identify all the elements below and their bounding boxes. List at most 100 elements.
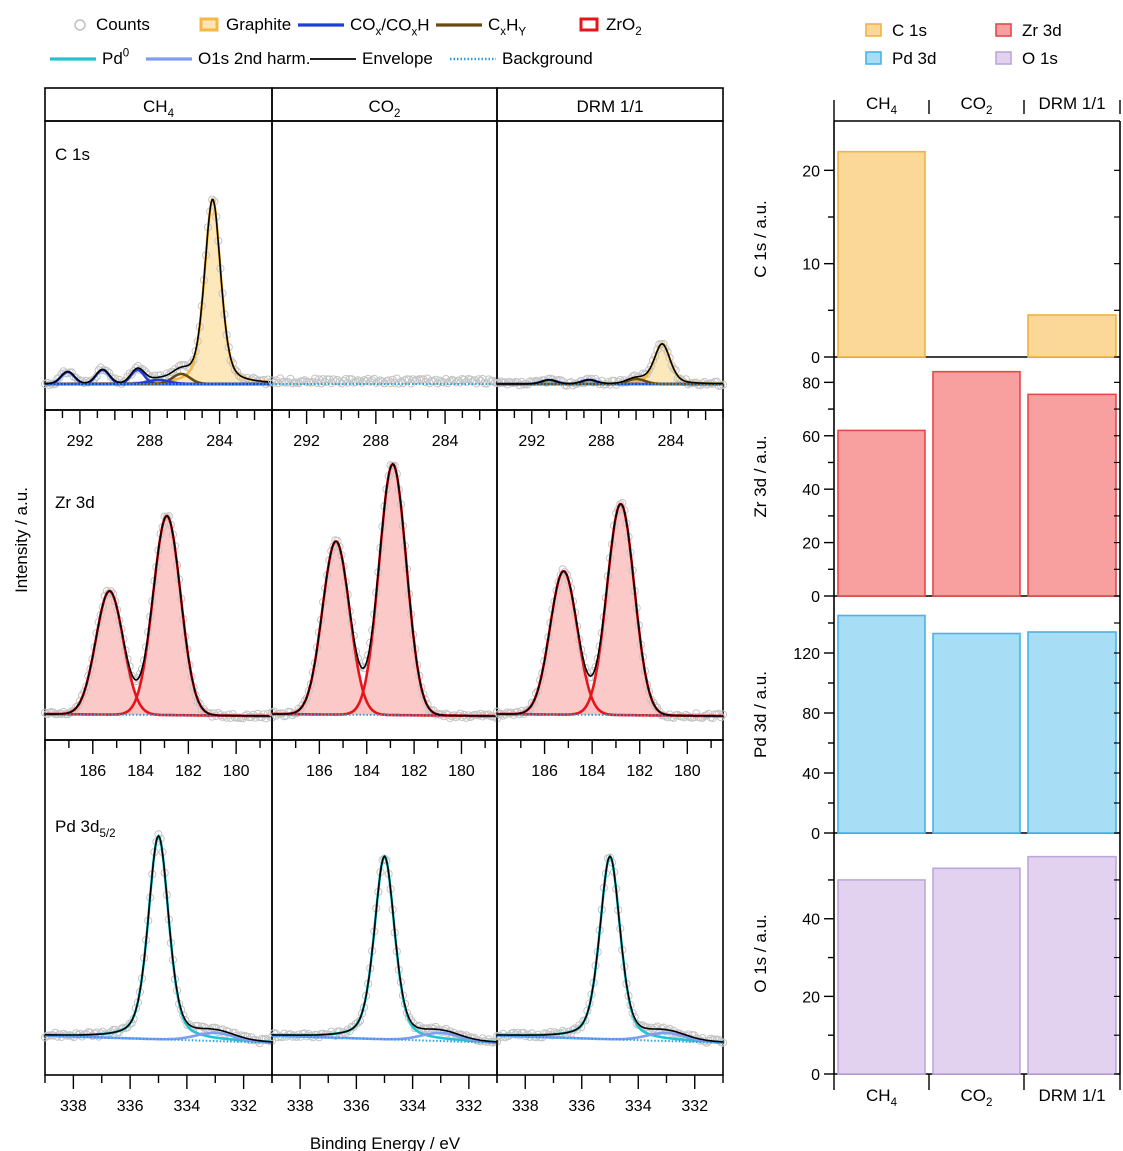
component-fill-graphite: [45, 199, 272, 384]
panel-frame: [496, 739, 724, 1076]
component-fill-zro2-3d32: [45, 591, 272, 717]
spectrum-panel-row2-ch4: 338 336 334 332: [40, 739, 277, 1115]
panel-frame: [271, 739, 498, 1076]
x-axis-ticks: 186 184 182 180: [496, 740, 712, 780]
envelope-line: [45, 198, 273, 385]
bar-y-axis-label: C 1s / a.u.: [751, 200, 770, 277]
x-tick-label: 288: [362, 433, 389, 450]
legend-swatch: [579, 17, 599, 32]
legend-counts-marker: [74, 19, 86, 31]
count-point: [193, 1021, 202, 1030]
count-point: [460, 375, 469, 384]
x-tick-label: 332: [230, 1098, 257, 1115]
x-tick-label: 334: [625, 1098, 652, 1115]
x-tick-label: 336: [343, 1098, 370, 1115]
component-line-graphite: [45, 198, 273, 385]
bar-y-tick-label: 80: [802, 375, 820, 392]
count-point: [409, 375, 418, 384]
count-point: [321, 378, 330, 387]
x-tick-label: 180: [223, 763, 250, 780]
bar-ch4: [837, 429, 926, 597]
count-point: [106, 372, 116, 381]
bar-co2: [932, 370, 1021, 597]
bar-y-tick-label: 0: [811, 1067, 820, 1084]
count-point: [98, 1027, 107, 1036]
count-point: [435, 376, 444, 385]
x-tick-label: 182: [626, 763, 653, 780]
bar-panel-3: 0 20 40 O 1s / a.u.: [751, 833, 1121, 1084]
header-label-co2: CO2: [369, 97, 401, 120]
bar-header-co2: CO2: [961, 94, 993, 117]
bar-y-tick-label: 20: [802, 536, 820, 553]
bar-legend-label: Zr 3d: [1022, 21, 1062, 40]
x-tick-label: 288: [588, 433, 615, 450]
bar-legend-item-1: Zr 3d: [995, 21, 1062, 40]
legend-label: Graphite: [226, 15, 291, 34]
bar-header-drm: DRM 1/1: [1038, 94, 1105, 113]
x-tick-label: 184: [353, 763, 380, 780]
legend-item-4: ZrO2: [579, 15, 642, 38]
x-tick-label: 184: [127, 763, 154, 780]
x-tick-label: 186: [306, 763, 333, 780]
x-axis-ticks: 292 288 284: [271, 410, 498, 450]
background-line: [497, 1034, 723, 1044]
x-tick-label: 332: [681, 1098, 708, 1115]
component-fill-graphite: [497, 343, 723, 384]
envelope-line: [45, 834, 273, 1043]
bar-legend-label: O 1s: [1022, 49, 1058, 68]
count-point: [474, 375, 483, 384]
spectrum-panel-row1-ch4: 186 184 182 180: [40, 409, 277, 780]
header-label-drm: DRM 1/1: [576, 97, 643, 116]
panel-frame: [44, 120, 273, 411]
component-line-pd0: [497, 854, 724, 1044]
x-tick-label: 186: [531, 763, 558, 780]
x-tick-label: 334: [174, 1098, 201, 1115]
envelope-line: [497, 855, 724, 1043]
x-axis-ticks: 338 336 334 332: [44, 1075, 273, 1115]
x-tick-label: 334: [399, 1098, 426, 1115]
bar-y-tick-label: 40: [802, 482, 820, 499]
legend-label: Pd0: [102, 47, 129, 68]
bar-y-tick-label: 60: [802, 429, 820, 446]
count-point: [269, 378, 279, 387]
x-tick-label: 182: [175, 763, 202, 780]
bar-co2: [932, 867, 1021, 1075]
count-point: [718, 710, 728, 719]
x-tick-label: 292: [67, 433, 94, 450]
x-axis-ticks: 338 336 334 332: [271, 1075, 498, 1115]
count-point: [445, 377, 455, 386]
counts-markers: [492, 853, 728, 1047]
component-line-pd0: [272, 854, 498, 1044]
count-point: [651, 702, 660, 711]
legend-item-7: Envelope: [310, 49, 433, 68]
x-axis-ticks: 292 288 284: [496, 410, 724, 450]
background-line: [497, 713, 723, 717]
bar-y-axis-label: O 1s / a.u.: [751, 914, 770, 992]
spectrum-panel-row1-co2: 186 184 182 180: [267, 409, 502, 780]
counts-markers: [267, 854, 502, 1047]
legend-bars: C 1s Zr 3d Pd 3d O 1s: [865, 21, 1062, 68]
bar-y-tick-label: 80: [802, 706, 820, 723]
bar-ch4: [837, 150, 926, 358]
legend-label: ZrO2: [606, 15, 642, 38]
legend-label: Background: [502, 49, 593, 68]
bar-legend-item-0: C 1s: [865, 21, 927, 40]
bar-legend-item-3: O 1s: [995, 49, 1058, 68]
legend-label: COx/COxH: [350, 15, 430, 38]
row-label-2: Pd 3d5/2: [55, 817, 116, 840]
bar-legend-swatch: [995, 23, 1012, 37]
spectra-y-axis-label: Intensity / a.u.: [12, 487, 31, 593]
x-tick-label: 284: [432, 433, 459, 450]
bar-y-tick-label: 40: [802, 766, 820, 783]
component-fill-zro2-3d52: [272, 464, 497, 717]
count-point: [390, 378, 399, 387]
legend-label: Envelope: [362, 49, 433, 68]
count-point: [378, 377, 387, 386]
x-tick-label: 338: [287, 1098, 314, 1115]
envelope-line: [272, 463, 497, 717]
panel-frame: [271, 120, 498, 411]
bar-drm: [1027, 855, 1117, 1075]
count-point: [492, 707, 502, 716]
count-point: [427, 706, 436, 715]
component-fill-zro2-3d52: [45, 515, 272, 717]
